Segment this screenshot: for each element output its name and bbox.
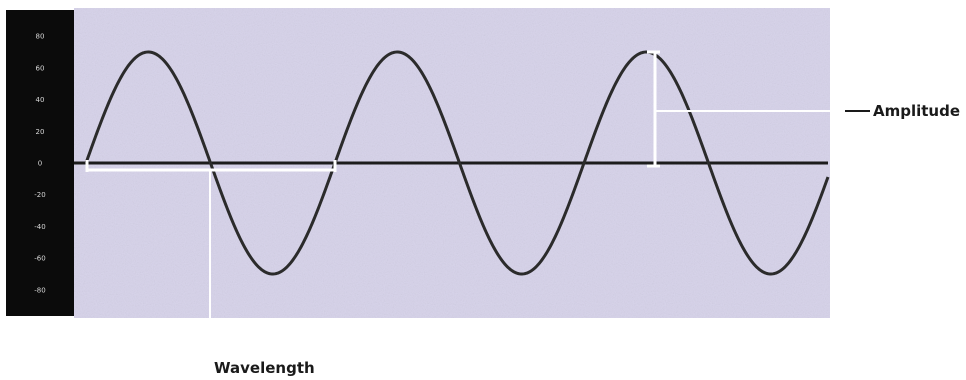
amplitude-marker xyxy=(647,50,870,168)
y-tick-label: -80 xyxy=(34,286,45,294)
y-tick-label: 20 xyxy=(36,128,45,136)
wavelength-marker xyxy=(85,160,337,368)
y-tick-label: -20 xyxy=(34,191,45,199)
y-tick-label: 80 xyxy=(36,33,45,41)
amplitude-label: Amplitude xyxy=(873,102,960,120)
y-tick-label: 40 xyxy=(36,96,45,104)
sine-wave-curve xyxy=(84,50,830,276)
wavelength-label: Wavelength xyxy=(214,359,315,377)
y-tick-label: 0 xyxy=(38,160,42,168)
y-tick-label: -40 xyxy=(34,223,45,231)
y-tick-label: 60 xyxy=(36,64,45,72)
y-axis-tick-labels: 80 60 40 20 0 -20 -40 -60 -80 xyxy=(34,33,45,295)
y-axis-strip xyxy=(6,10,74,316)
y-tick-label: -60 xyxy=(34,255,45,263)
